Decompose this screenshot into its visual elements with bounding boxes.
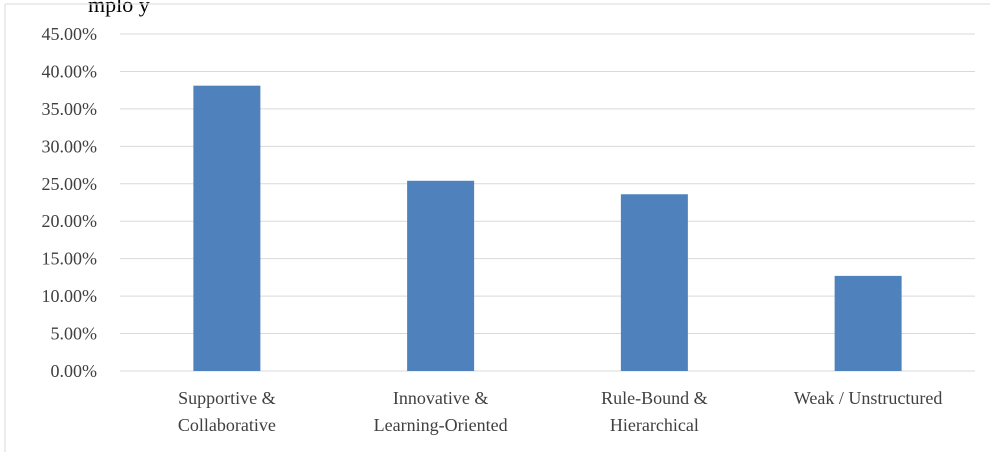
y-tick-label: 40.00% [42,61,98,81]
y-tick-label: 20.00% [42,211,98,231]
x-category-label-line: Learning-Oriented [374,415,508,435]
x-category-label: Rule-Bound & Hierarchical [601,388,708,435]
y-axis-tick-labels: 0.00% 5.00% 10.00% 15.00% 20.00% 25.00% 30.00%… [42,24,98,381]
x-category-label-line: Rule-Bound & [601,388,708,408]
y-tick-label: 5.00% [51,324,98,344]
x-category-label: Supportive & Collaborative [178,388,276,435]
y-tick-label: 0.00% [51,361,98,381]
x-category-label-line: Supportive & [178,388,276,408]
y-tick-label: 10.00% [42,286,98,306]
bar [834,275,902,371]
y-tick-label: 45.00% [42,24,98,44]
x-category-label-line: Hierarchical [610,415,699,435]
bars [193,85,902,371]
x-category-label-line: Collaborative [178,415,276,435]
y-tick-label: 25.00% [42,174,98,194]
bar [193,85,261,371]
bar [620,194,688,371]
x-category-label: Innovative & Learning-Oriented [374,388,508,435]
bar [407,180,475,371]
y-tick-label: 15.00% [42,249,98,269]
y-tick-label: 35.00% [42,99,98,119]
x-category-label-line: Innovative & [393,388,488,408]
gridlines [120,33,975,372]
top-text-fragment: mplo y [88,0,150,17]
y-tick-label: 30.00% [42,136,98,156]
x-category-label-line: Weak / Unstructured [794,388,943,408]
x-axis-category-labels: Supportive & Collaborative Innovative & Lea… [178,388,942,435]
x-category-label: Weak / Unstructured [794,388,943,408]
